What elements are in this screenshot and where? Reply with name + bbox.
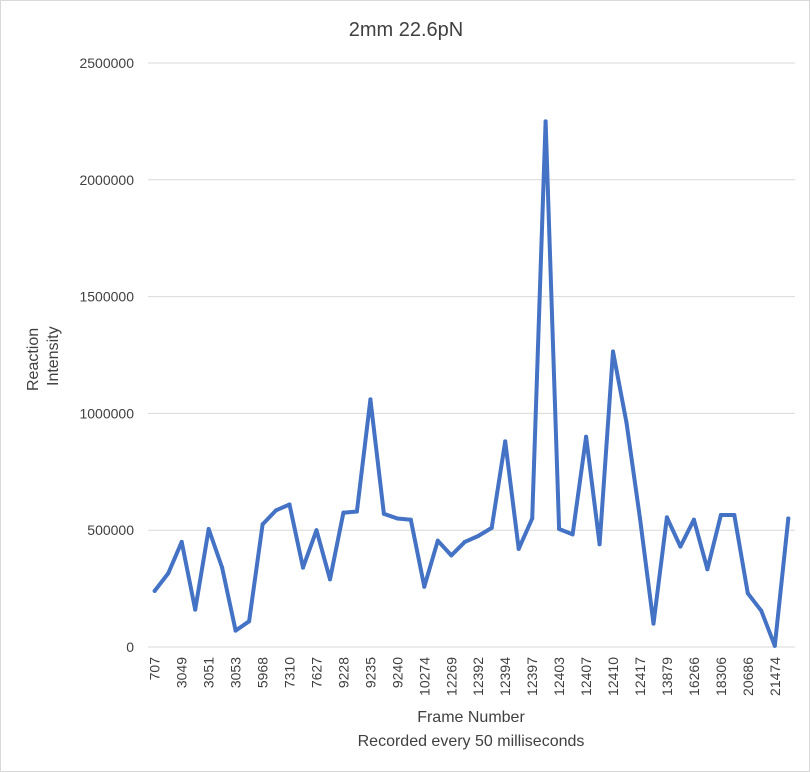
x-tick-label: 12407	[578, 657, 594, 696]
x-tick-label: 5968	[255, 657, 271, 688]
data-point	[516, 546, 521, 551]
x-tick-label: 12394	[497, 657, 513, 696]
data-point	[408, 517, 413, 522]
data-point	[759, 608, 764, 613]
data-point	[327, 577, 332, 582]
data-point	[152, 588, 157, 593]
x-tick-label: 3053	[228, 657, 244, 688]
data-point	[179, 539, 184, 544]
x-tick-label: 21474	[767, 657, 783, 696]
data-point	[260, 522, 265, 527]
data-point	[651, 621, 656, 626]
y-axis-title-line-1: Reaction	[25, 327, 42, 391]
data-point	[718, 513, 723, 518]
x-tick-label: 7627	[308, 657, 324, 688]
x-tick-label: 12269	[443, 657, 459, 696]
data-point	[395, 516, 400, 521]
data-point	[570, 532, 575, 537]
x-tick-label: 12392	[470, 657, 486, 696]
data-point	[557, 527, 562, 532]
y-tick-label: 1500000	[79, 289, 134, 305]
y-tick-label: 2500000	[79, 55, 134, 71]
x-tick-label: 707	[147, 657, 163, 681]
data-point	[732, 513, 737, 518]
y-axis-title: Reaction Intensity	[22, 301, 62, 421]
x-tick-label: 10274	[416, 657, 432, 696]
data-point	[314, 528, 319, 533]
data-point	[206, 527, 211, 532]
y-tick-label: 2000000	[79, 172, 134, 188]
data-point	[233, 628, 238, 633]
data-point	[611, 349, 616, 354]
x-tick-label: 20686	[740, 657, 756, 696]
data-point	[637, 516, 642, 521]
x-tick-label: 18306	[713, 657, 729, 696]
data-point	[220, 565, 225, 570]
data-point	[489, 525, 494, 530]
data-point	[705, 567, 710, 572]
x-tick-label: 16266	[686, 657, 702, 696]
data-point	[301, 565, 306, 570]
x-tick-label: 12417	[632, 657, 648, 696]
data-point	[786, 516, 791, 521]
data-point	[449, 553, 454, 558]
x-tick-label: 13879	[659, 657, 675, 696]
series-line	[152, 119, 791, 648]
data-point	[341, 510, 346, 515]
x-tick-label: 7310	[282, 657, 298, 688]
data-point	[274, 508, 279, 513]
data-point	[503, 439, 508, 444]
data-point	[247, 619, 252, 624]
data-point	[691, 517, 696, 522]
x-tick-label: 9235	[362, 657, 378, 688]
data-point	[678, 544, 683, 549]
data-point	[624, 420, 629, 425]
y-tick-label: 1000000	[79, 405, 134, 421]
y-tick-label: 0	[126, 639, 134, 655]
x-tick-label: 9228	[335, 657, 351, 688]
x-tick-label: 12410	[605, 657, 621, 696]
x-tick-label: 9240	[389, 657, 405, 688]
data-point	[543, 119, 548, 124]
data-point	[287, 502, 292, 507]
data-point	[381, 511, 386, 516]
data-point	[476, 534, 481, 539]
data-point	[368, 397, 373, 402]
data-point	[772, 643, 777, 648]
data-point	[597, 542, 602, 547]
data-point	[354, 509, 359, 514]
x-axis-title: Frame Number	[417, 709, 525, 726]
y-axis-title-line-2: Intensity	[45, 326, 62, 386]
x-tick-label: 12397	[524, 657, 540, 696]
data-point	[193, 607, 198, 612]
data-point	[166, 571, 171, 576]
data-point	[664, 515, 669, 520]
data-point	[745, 591, 750, 596]
data-point	[530, 516, 535, 521]
data-point	[584, 434, 589, 439]
data-point	[422, 584, 427, 589]
x-axis-subtitle: Recorded every 50 milliseconds	[357, 733, 585, 750]
x-tick-label: 3049	[174, 657, 190, 688]
x-tick-label: 12403	[551, 657, 567, 696]
chart-title: 2mm 22.6pN	[348, 19, 464, 41]
data-point	[462, 539, 467, 544]
y-tick-label: 500000	[87, 522, 134, 538]
x-tick-label: 3051	[201, 657, 217, 688]
data-point	[435, 538, 440, 543]
